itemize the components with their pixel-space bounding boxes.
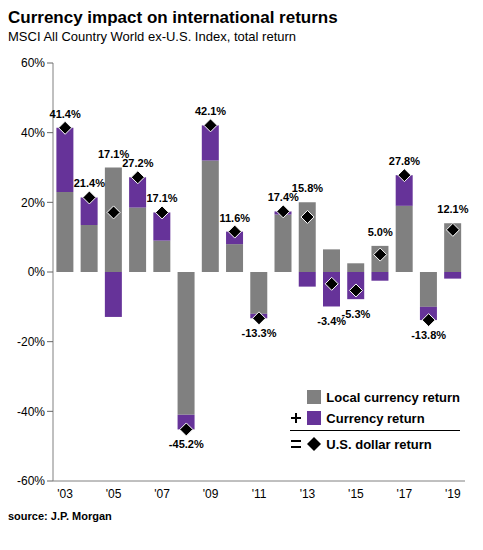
- svg-text:-5.3%: -5.3%: [342, 308, 371, 320]
- svg-text:15.8%: 15.8%: [292, 182, 323, 194]
- html-text:Currency return: Currency return: [326, 410, 425, 426]
- svg-text:'15: '15: [348, 487, 364, 501]
- svg-text:-13.8%: -13.8%: [411, 329, 446, 341]
- svg-text:'13: '13: [300, 487, 316, 501]
- svg-text:42.1%: 42.1%: [195, 105, 226, 117]
- svg-text:21.4%: 21.4%: [74, 177, 105, 189]
- svg-text:'03: '03: [57, 487, 73, 501]
- svg-text:27.8%: 27.8%: [389, 155, 420, 167]
- html-text:Currency impact on internation: Currency impact on international returns: [8, 8, 338, 27]
- svg-text:20%: 20%: [21, 196, 45, 210]
- svg-text:'11: '11: [252, 487, 267, 501]
- svg-text:'05: '05: [106, 487, 122, 501]
- svg-text:-45.2%: -45.2%: [169, 438, 204, 450]
- svg-text:5.0%: 5.0%: [368, 226, 393, 238]
- svg-text:'19: '19: [445, 487, 461, 501]
- svg-text:12.1%: 12.1%: [437, 203, 468, 215]
- svg-text:-20%: -20%: [17, 335, 45, 349]
- svg-text:17.4%: 17.4%: [267, 191, 299, 204]
- svg-text:40%: 40%: [21, 126, 45, 140]
- svg-text:'07: '07: [154, 487, 170, 501]
- svg-text:17.1%: 17.1%: [98, 147, 130, 160]
- svg-text:'17: '17: [397, 487, 413, 501]
- html-text:source: J.P. Morgan: source: J.P. Morgan: [8, 510, 112, 522]
- html-text:MSCI All Country World ex-U.S.: MSCI All Country World ex-U.S. Index, to…: [8, 29, 296, 44]
- svg-text:60%: 60%: [21, 56, 45, 70]
- svg-text:17.1%: 17.1%: [146, 192, 177, 204]
- svg-text:'09: '09: [203, 487, 219, 501]
- svg-text:-60%: -60%: [17, 474, 45, 488]
- svg-text:-3.4%: -3.4%: [317, 315, 347, 328]
- svg-text:0%: 0%: [28, 265, 46, 279]
- html-text:U.S. dollar return: U.S. dollar return: [326, 436, 432, 452]
- html-text:Local currency return: Local currency return: [326, 389, 460, 405]
- svg-text:41.4%: 41.4%: [50, 108, 81, 120]
- svg-text:27.2%: 27.2%: [122, 157, 153, 169]
- svg-text:-13.3%: -13.3%: [242, 327, 277, 339]
- svg-text:-40%: -40%: [17, 405, 45, 419]
- svg-text:11.6%: 11.6%: [219, 212, 250, 224]
